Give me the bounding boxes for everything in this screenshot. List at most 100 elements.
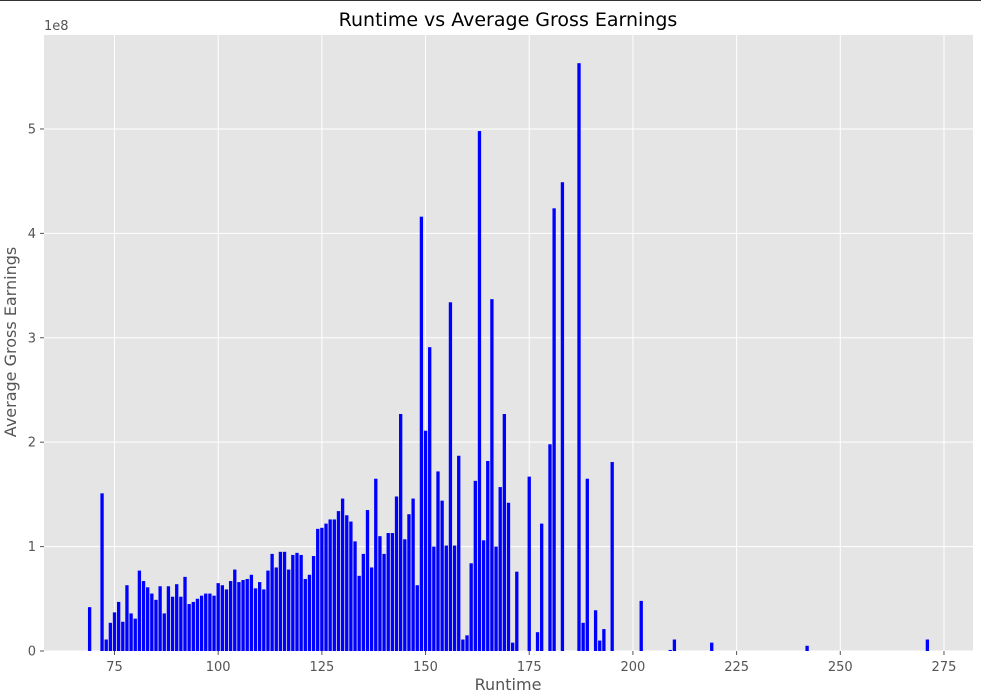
bar — [432, 546, 436, 651]
bar — [585, 478, 589, 651]
y-scale-label: 1e8 — [44, 19, 69, 34]
x-tick-label: 125 — [309, 660, 334, 675]
bar — [316, 528, 320, 651]
bar — [490, 299, 494, 651]
bar — [407, 514, 411, 651]
bar — [220, 585, 224, 651]
bar — [154, 599, 158, 651]
bar — [610, 462, 614, 651]
bar — [469, 563, 473, 651]
bar — [494, 546, 498, 651]
bar — [540, 523, 544, 651]
bar — [195, 598, 200, 651]
bar — [266, 570, 270, 651]
bar — [158, 586, 162, 651]
bar — [237, 582, 241, 651]
bar — [457, 455, 461, 651]
x-axis-label: Runtime — [475, 675, 542, 690]
x-tick-label: 275 — [932, 660, 957, 675]
bar — [162, 613, 166, 651]
bar — [481, 540, 486, 651]
bar — [369, 567, 374, 651]
bar — [278, 551, 283, 651]
bar — [444, 545, 448, 651]
bar — [241, 580, 245, 651]
bar — [349, 521, 353, 651]
bar — [593, 610, 598, 651]
bar — [249, 574, 254, 651]
bar — [548, 444, 552, 651]
bar — [125, 585, 129, 651]
bar — [403, 539, 407, 651]
bar — [498, 487, 502, 651]
bar — [324, 523, 328, 651]
bar — [179, 596, 183, 651]
bar — [361, 553, 366, 651]
bar — [473, 480, 477, 651]
bar — [150, 593, 154, 651]
x-tick-label: 150 — [413, 660, 438, 675]
bar — [282, 551, 287, 651]
x-tick-label: 225 — [724, 660, 749, 675]
bar — [390, 533, 395, 651]
bar — [560, 182, 565, 651]
bar — [394, 496, 399, 651]
bar — [535, 632, 540, 651]
bar — [448, 302, 453, 651]
bar — [710, 642, 714, 651]
y-axis-label: Average Gross Earnings — [1, 247, 20, 437]
bar — [374, 478, 378, 651]
bar — [353, 541, 357, 651]
bar — [245, 578, 249, 651]
bar — [133, 618, 137, 651]
bar — [170, 596, 175, 651]
bar — [87, 607, 92, 651]
bar — [345, 515, 349, 651]
bar — [428, 347, 432, 651]
bar — [378, 536, 382, 651]
bar — [336, 511, 341, 651]
bar — [805, 645, 809, 651]
bar — [465, 635, 469, 651]
bar — [502, 413, 507, 651]
x-tick-label: 200 — [621, 660, 646, 675]
bar — [175, 584, 179, 651]
bar — [129, 613, 133, 651]
y-tick-label: 0 — [28, 645, 36, 660]
bar — [486, 460, 490, 651]
bar — [262, 589, 266, 651]
bar — [104, 639, 108, 651]
bar — [100, 493, 104, 651]
y-tick-label: 3 — [28, 331, 36, 346]
bar — [639, 600, 643, 651]
bar — [332, 519, 336, 651]
bar — [411, 498, 415, 651]
bar — [204, 593, 208, 651]
bar — [436, 471, 440, 651]
bar — [419, 216, 424, 652]
bar — [423, 430, 428, 651]
bar — [187, 604, 191, 651]
bar — [577, 63, 581, 652]
y-tick-label: 5 — [28, 122, 36, 137]
bar — [515, 571, 519, 651]
bar — [299, 554, 303, 651]
bar — [328, 519, 332, 651]
window-top-edge — [0, 0, 981, 1]
bar — [216, 583, 220, 651]
bar — [208, 593, 212, 651]
bar — [598, 640, 602, 651]
bar — [672, 639, 677, 651]
bar — [291, 554, 295, 651]
bar — [303, 578, 307, 651]
bars — [87, 63, 930, 652]
bar — [258, 582, 262, 651]
bar — [477, 131, 482, 652]
bar — [415, 585, 419, 651]
bar — [228, 581, 233, 651]
x-tick-label: 75 — [106, 660, 123, 675]
bar — [668, 649, 672, 651]
bar — [112, 612, 117, 651]
bar — [295, 552, 299, 651]
bar — [212, 595, 216, 651]
